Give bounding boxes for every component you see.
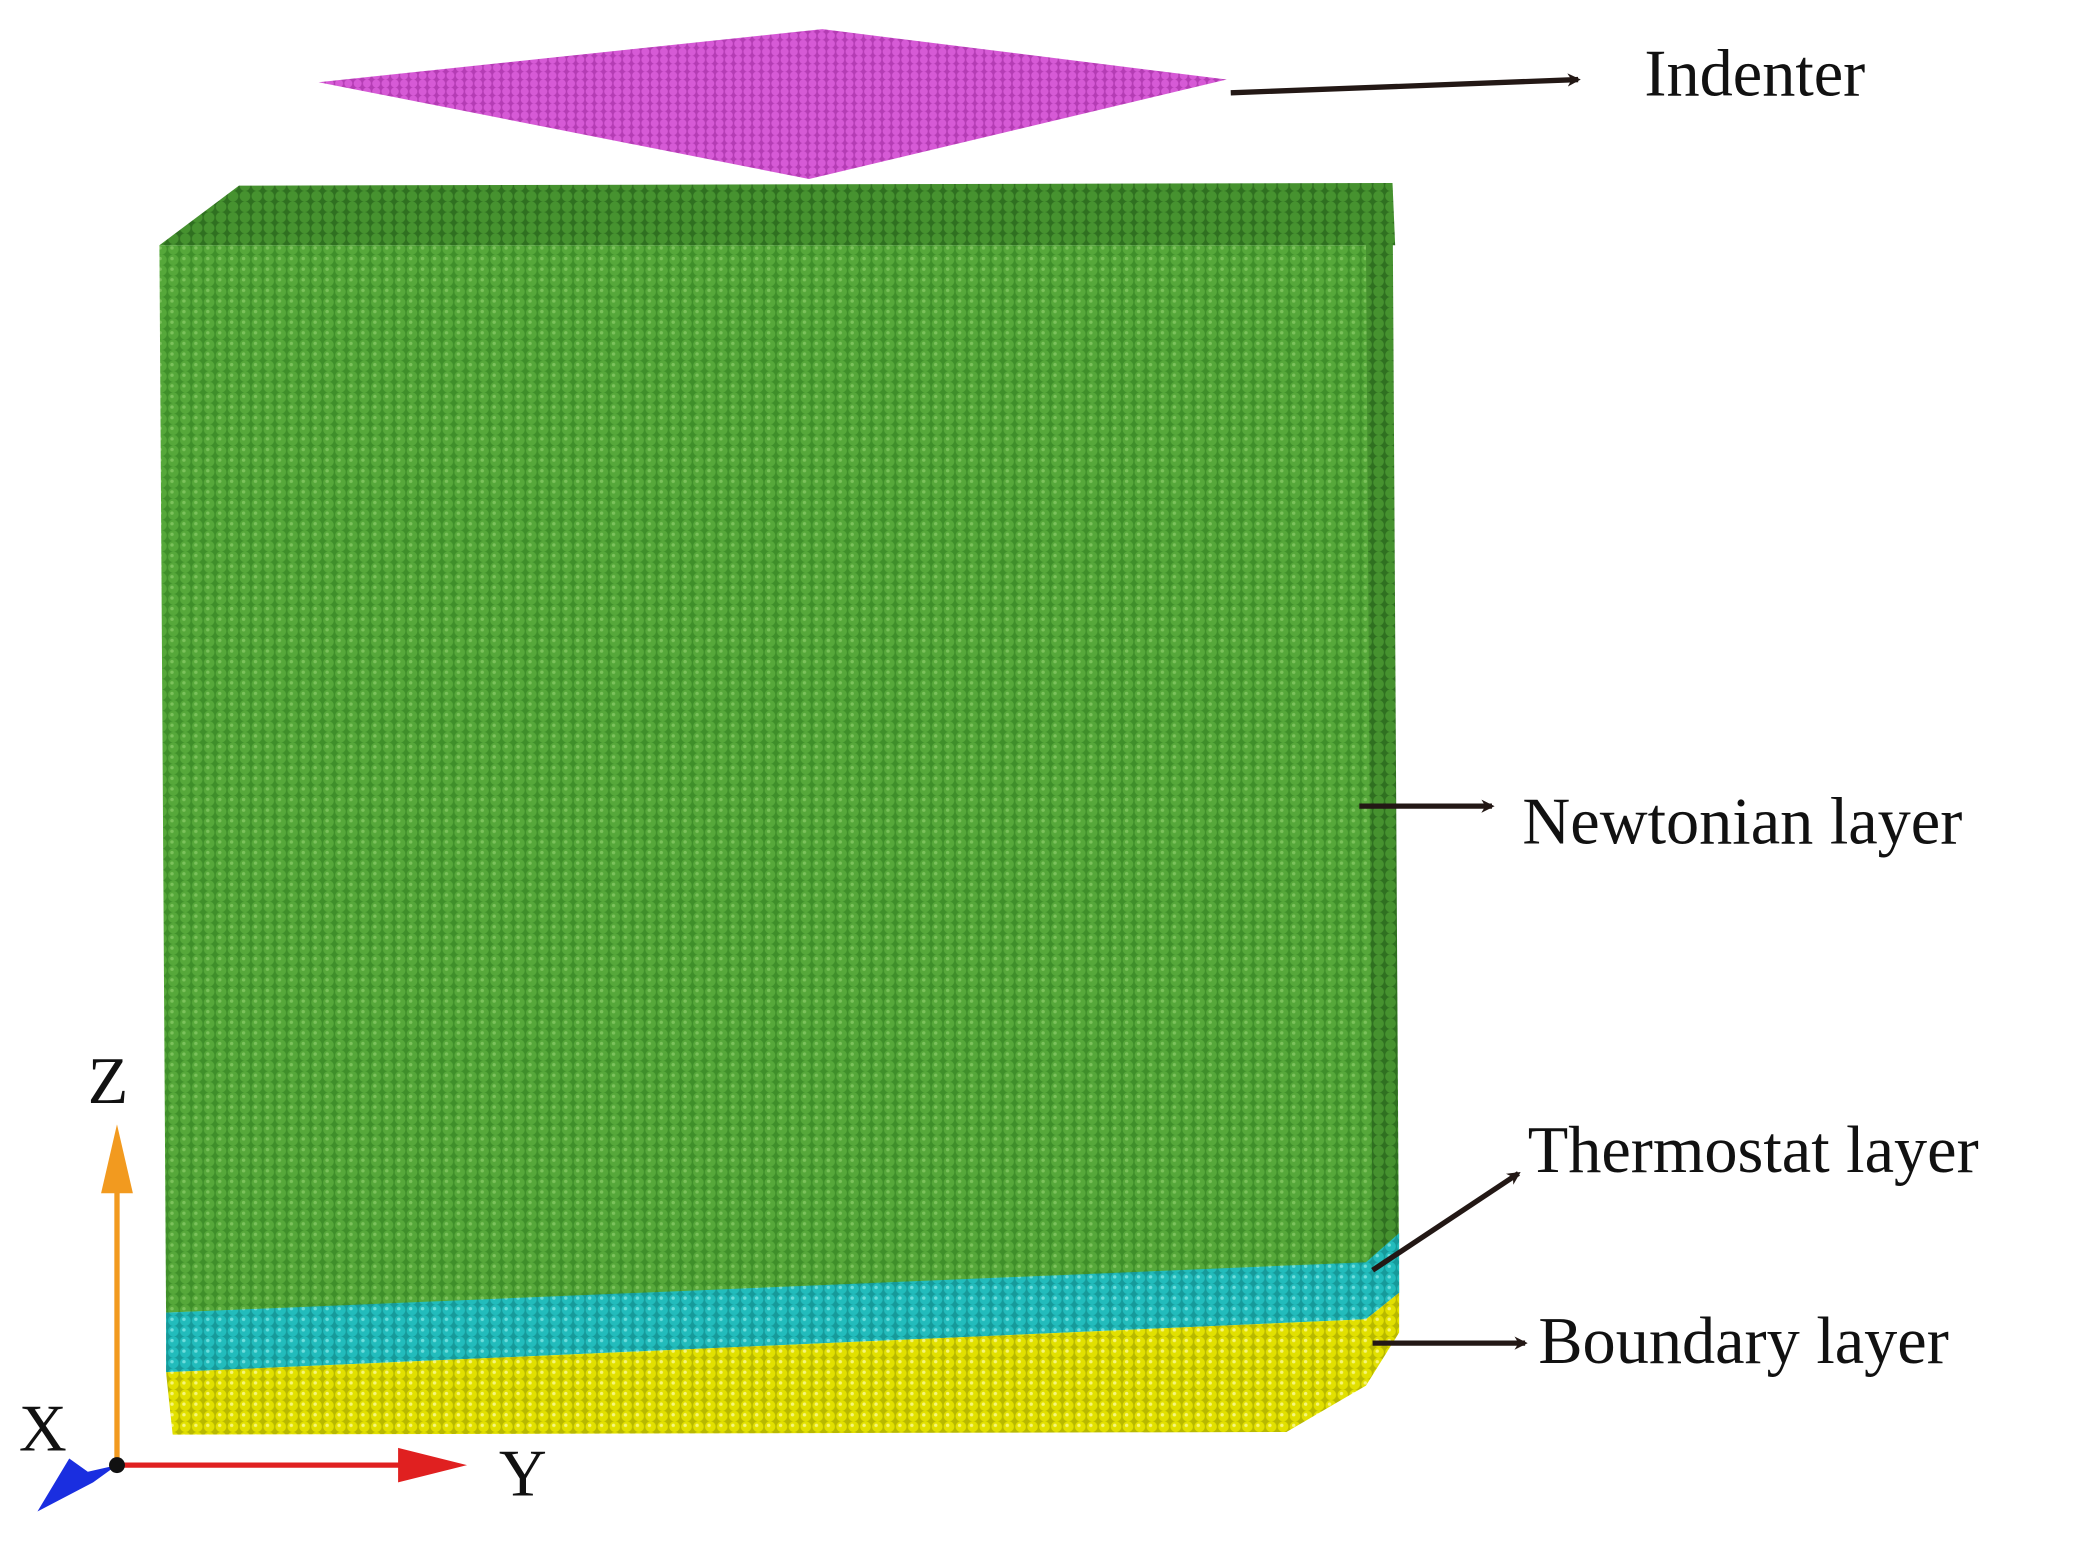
- thermostat-label: Thermostat layer: [1528, 1114, 1979, 1187]
- boundary-label: Boundary layer: [1538, 1305, 1948, 1378]
- newtonian-layer: [159, 245, 1373, 1313]
- z-arrowhead: [101, 1124, 133, 1194]
- thermostat-arrow: [1371, 1171, 1521, 1273]
- x-arrow: [37, 1458, 117, 1512]
- y-arrowhead: [398, 1447, 468, 1483]
- block-side: [1365, 185, 1400, 1313]
- block-top: [159, 182, 1396, 246]
- indenter-label: Indenter: [1644, 37, 1865, 110]
- origin: [109, 1457, 125, 1474]
- y-label: Y: [499, 1438, 547, 1511]
- z-label: Z: [88, 1045, 128, 1118]
- x-label: X: [19, 1393, 67, 1466]
- thermostat-layer: [166, 1233, 1400, 1373]
- boundary-layer: [166, 1292, 1400, 1435]
- indenter-arrow: [1230, 73, 1581, 96]
- newtonian-label: Newtonian layer: [1522, 785, 1962, 858]
- indenter: [318, 29, 1227, 179]
